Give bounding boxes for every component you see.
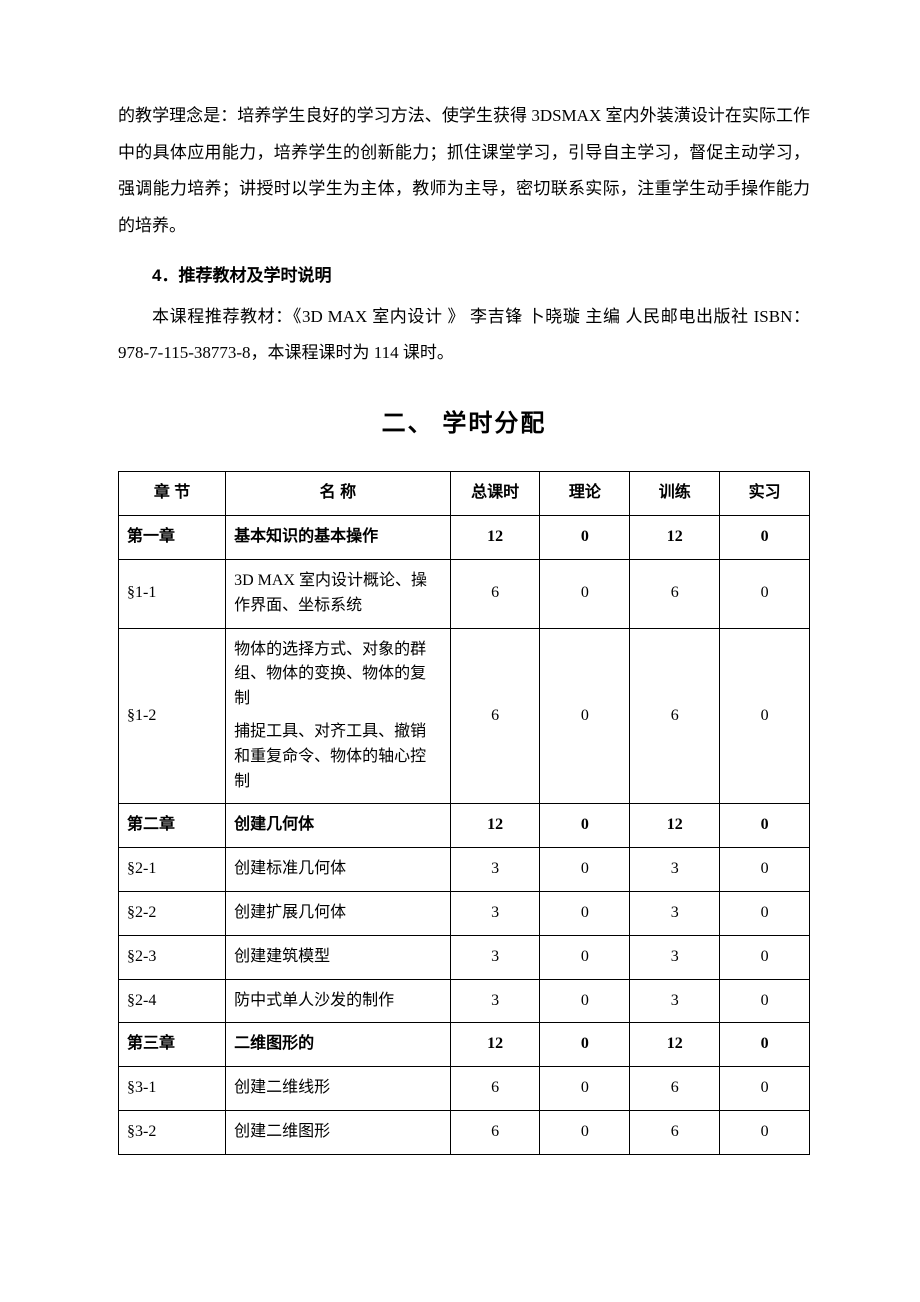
cell-name: 防中式单人沙发的制作 (226, 979, 451, 1023)
cell-practice: 0 (720, 1023, 810, 1067)
cell-name: 创建标准几何体 (226, 848, 451, 892)
cell-name: 物体的选择方式、对象的群组、物体的变换、物体的复制捕捉工具、对齐工具、撤销和重复… (226, 628, 451, 804)
table-body: 第一章基本知识的基本操作120120§1-13D MAX 室内设计概论、操作界面… (119, 516, 810, 1155)
cell-theory: 0 (540, 848, 630, 892)
cell-chapter: §1-1 (119, 560, 226, 629)
cell-theory: 0 (540, 560, 630, 629)
cell-total: 6 (450, 1067, 540, 1111)
cell-chapter: §2-4 (119, 979, 226, 1023)
section-2-title: 二、 学时分配 (118, 398, 810, 450)
cell-train: 6 (630, 1067, 720, 1111)
cell-name: 创建二维图形 (226, 1110, 451, 1154)
cell-name: 创建二维线形 (226, 1067, 451, 1111)
cell-chapter: §3-2 (119, 1110, 226, 1154)
cell-chapter: §2-1 (119, 848, 226, 892)
cell-theory: 0 (540, 804, 630, 848)
cell-theory: 0 (540, 1067, 630, 1111)
table-row: §2-1创建标准几何体3030 (119, 848, 810, 892)
cell-chapter: 第三章 (119, 1023, 226, 1067)
cell-theory: 0 (540, 891, 630, 935)
cell-chapter: §1-2 (119, 628, 226, 804)
cell-chapter: §3-1 (119, 1067, 226, 1111)
cell-train: 6 (630, 628, 720, 804)
cell-chapter: 第二章 (119, 804, 226, 848)
cell-practice: 0 (720, 1110, 810, 1154)
col-training: 训练 (630, 472, 720, 516)
col-total: 总课时 (450, 472, 540, 516)
table-row: 第一章基本知识的基本操作120120 (119, 516, 810, 560)
table-header-row: 章 节 名 称 总课时 理论 训练 实习 (119, 472, 810, 516)
table-row: §1-13D MAX 室内设计概论、操作界面、坐标系统6060 (119, 560, 810, 629)
cell-name: 3D MAX 室内设计概论、操作界面、坐标系统 (226, 560, 451, 629)
section-4-heading: 4．推荐教材及学时说明 (118, 258, 810, 295)
cell-total: 6 (450, 560, 540, 629)
cell-theory: 0 (540, 516, 630, 560)
cell-theory: 0 (540, 935, 630, 979)
cell-chapter: §2-3 (119, 935, 226, 979)
cell-total: 12 (450, 804, 540, 848)
cell-practice: 0 (720, 560, 810, 629)
cell-train: 6 (630, 1110, 720, 1154)
table-row: §2-2创建扩展几何体3030 (119, 891, 810, 935)
cell-practice: 0 (720, 1067, 810, 1111)
section-4-body: 本课程推荐教材：《3D MAX 室内设计 》 李吉锋 卜晓璇 主编 人民邮电出版… (118, 299, 810, 372)
cell-total: 3 (450, 935, 540, 979)
cell-train: 3 (630, 979, 720, 1023)
hours-table: 章 节 名 称 总课时 理论 训练 实习 第一章基本知识的基本操作120120§… (118, 471, 810, 1154)
cell-name: 创建建筑模型 (226, 935, 451, 979)
table-row: §1-2物体的选择方式、对象的群组、物体的变换、物体的复制捕捉工具、对齐工具、撤… (119, 628, 810, 804)
cell-name: 二维图形的 (226, 1023, 451, 1067)
cell-total: 3 (450, 848, 540, 892)
cell-practice: 0 (720, 516, 810, 560)
cell-practice: 0 (720, 979, 810, 1023)
cell-train: 12 (630, 804, 720, 848)
cell-practice: 0 (720, 891, 810, 935)
intro-paragraph: 的教学理念是：培养学生良好的学习方法、使学生获得 3DSMAX 室内外装潢设计在… (118, 98, 810, 244)
cell-total: 6 (450, 628, 540, 804)
cell-train: 12 (630, 1023, 720, 1067)
cell-name: 创建几何体 (226, 804, 451, 848)
col-name: 名 称 (226, 472, 451, 516)
cell-theory: 0 (540, 628, 630, 804)
cell-practice: 0 (720, 628, 810, 804)
table-row: 第二章创建几何体120120 (119, 804, 810, 848)
cell-theory: 0 (540, 979, 630, 1023)
cell-name-line: 捕捉工具、对齐工具、撤销和重复命令、物体的轴心控制 (234, 720, 442, 794)
col-theory: 理论 (540, 472, 630, 516)
cell-chapter: §2-2 (119, 891, 226, 935)
cell-train: 3 (630, 848, 720, 892)
cell-total: 12 (450, 1023, 540, 1067)
cell-total: 3 (450, 891, 540, 935)
table-row: §3-1创建二维线形6060 (119, 1067, 810, 1111)
table-row: 第三章二维图形的120120 (119, 1023, 810, 1067)
table-row: §2-3创建建筑模型3030 (119, 935, 810, 979)
cell-practice: 0 (720, 935, 810, 979)
cell-practice: 0 (720, 848, 810, 892)
cell-total: 6 (450, 1110, 540, 1154)
cell-train: 3 (630, 935, 720, 979)
cell-theory: 0 (540, 1023, 630, 1067)
cell-train: 3 (630, 891, 720, 935)
col-chapter: 章 节 (119, 472, 226, 516)
cell-total: 12 (450, 516, 540, 560)
cell-practice: 0 (720, 804, 810, 848)
cell-total: 3 (450, 979, 540, 1023)
cell-chapter: 第一章 (119, 516, 226, 560)
table-row: §2-4防中式单人沙发的制作3030 (119, 979, 810, 1023)
cell-name-line: 物体的选择方式、对象的群组、物体的变换、物体的复制 (234, 638, 442, 712)
col-practice: 实习 (720, 472, 810, 516)
cell-theory: 0 (540, 1110, 630, 1154)
cell-train: 6 (630, 560, 720, 629)
cell-name: 基本知识的基本操作 (226, 516, 451, 560)
table-row: §3-2创建二维图形6060 (119, 1110, 810, 1154)
cell-train: 12 (630, 516, 720, 560)
cell-name: 创建扩展几何体 (226, 891, 451, 935)
